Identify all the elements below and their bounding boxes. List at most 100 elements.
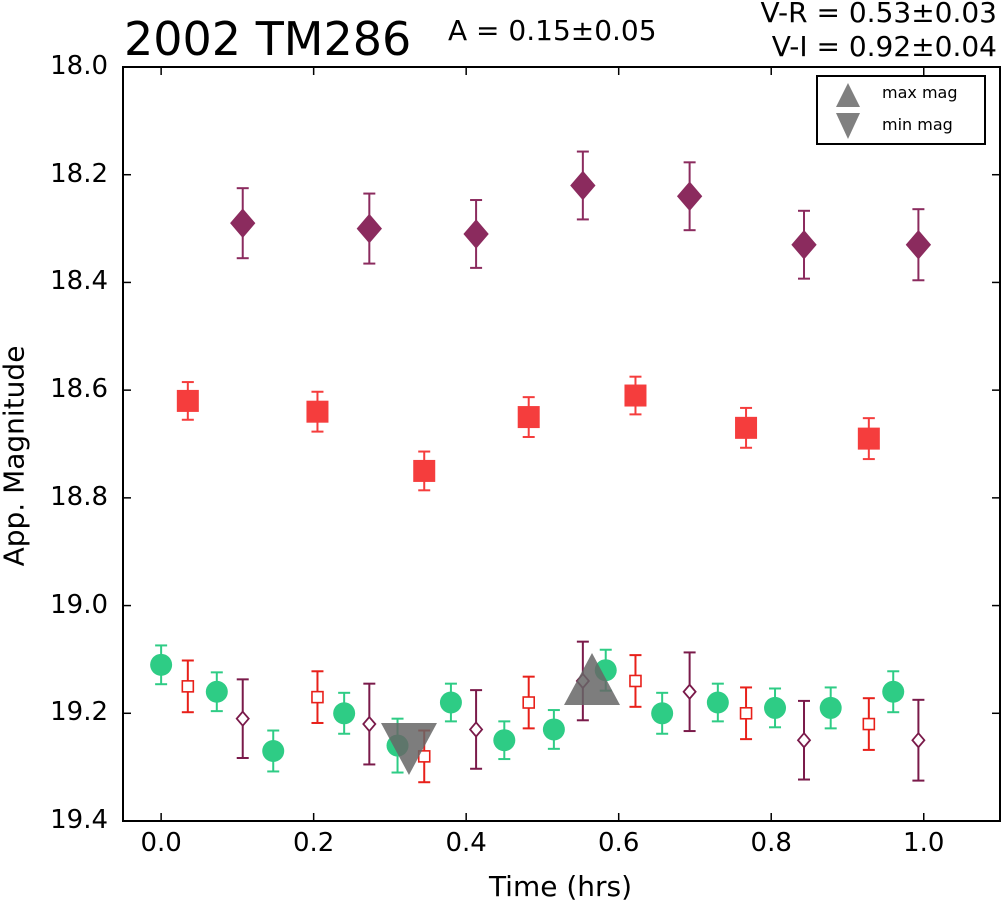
data-point xyxy=(230,187,256,260)
x-tick-label: 0.6 xyxy=(598,828,640,858)
legend-min-label: min mag xyxy=(882,115,953,134)
diamond-marker xyxy=(463,219,489,249)
axis-ticks xyxy=(123,66,1000,822)
square-marker xyxy=(624,384,647,407)
square-marker xyxy=(306,400,329,423)
color-vi-label: V-I = 0.92±0.04 xyxy=(771,30,997,63)
data-point xyxy=(735,406,758,449)
circle-marker xyxy=(333,702,356,725)
data-point xyxy=(676,161,703,232)
open-square-marker xyxy=(629,674,642,688)
open-square-marker xyxy=(739,706,753,720)
y-tick-label: 18.2 xyxy=(50,158,108,189)
y-tick-label: 18.6 xyxy=(50,374,108,405)
y-tick-label: 18.4 xyxy=(50,266,108,297)
circle-marker xyxy=(764,696,787,719)
open-square-marker xyxy=(311,690,324,704)
data-point xyxy=(262,729,285,773)
data-point xyxy=(629,654,642,708)
x-tick-label: 0.0 xyxy=(140,828,182,858)
data-point xyxy=(181,659,195,714)
data-point xyxy=(819,686,842,730)
open-diamond-marker xyxy=(235,710,250,728)
data-point xyxy=(468,689,484,770)
circle-marker xyxy=(819,696,842,719)
open-diamond-marker xyxy=(682,683,697,701)
x-tick-label: 1.0 xyxy=(903,828,945,858)
data-point xyxy=(911,698,926,782)
open-diamond-marker xyxy=(362,715,377,733)
diamond-marker xyxy=(791,229,817,260)
square-marker xyxy=(857,427,880,450)
amplitude-label: A = 0.15±0.05 xyxy=(448,14,657,47)
circle-marker xyxy=(651,702,674,725)
data-point xyxy=(682,651,697,733)
diamond-marker xyxy=(570,170,596,201)
data-point xyxy=(356,192,382,265)
legend: max mag min mag xyxy=(816,75,986,145)
color-vr-label: V-R = 0.53±0.03 xyxy=(760,0,997,29)
x-axis-label: Time (hrs) xyxy=(488,870,633,903)
data-point xyxy=(862,697,876,751)
open-diamond-marker xyxy=(468,721,484,738)
data-point xyxy=(439,682,462,723)
y-tick-label: 18.0 xyxy=(50,51,108,81)
y-tick-label: 19.4 xyxy=(50,805,108,835)
x-tick-label: 0.2 xyxy=(292,828,335,858)
data-point xyxy=(764,687,787,729)
data-marks xyxy=(150,150,932,784)
data-point xyxy=(517,396,540,438)
data-point xyxy=(311,670,324,724)
x-tick-label: 0.8 xyxy=(750,828,792,858)
data-point xyxy=(796,699,812,781)
y-tick-label: 19.0 xyxy=(50,589,108,620)
data-point xyxy=(905,208,932,282)
max-mag-triangle xyxy=(564,652,621,705)
data-point xyxy=(493,720,516,761)
data-point xyxy=(522,675,536,730)
data-point xyxy=(150,644,173,686)
data-point xyxy=(570,150,596,221)
plot-frame xyxy=(122,66,1001,822)
diamond-marker xyxy=(230,208,256,238)
data-point xyxy=(624,375,647,416)
y-tick-label: 19.2 xyxy=(50,697,108,728)
series-1 xyxy=(176,375,880,492)
data-point xyxy=(706,682,729,723)
circle-marker xyxy=(542,718,565,741)
circle-marker xyxy=(205,680,228,703)
data-point xyxy=(857,417,880,461)
legend-max-label: max mag xyxy=(882,83,958,102)
circle-marker xyxy=(493,729,516,752)
legend-symbols xyxy=(836,83,860,139)
legend-max-triangle-icon xyxy=(836,83,860,107)
diamond-marker xyxy=(676,181,703,212)
legend-min-triangle-icon xyxy=(836,113,860,139)
y-tick-label: 18.8 xyxy=(50,481,108,512)
open-square-marker xyxy=(862,717,876,731)
square-marker xyxy=(735,416,758,439)
data-point xyxy=(333,691,356,735)
data-point xyxy=(463,199,489,269)
data-point xyxy=(176,381,199,421)
data-point xyxy=(651,691,674,735)
data-point xyxy=(205,671,228,713)
series-2 xyxy=(150,644,905,774)
chart-title: 2002 TM286 xyxy=(124,12,412,66)
circle-marker xyxy=(706,691,729,714)
data-point xyxy=(882,670,905,714)
data-point xyxy=(362,682,377,766)
open-diamond-marker xyxy=(911,731,926,749)
data-point xyxy=(235,678,250,759)
square-marker xyxy=(176,389,199,412)
diamond-marker xyxy=(356,213,382,244)
square-marker xyxy=(517,406,540,429)
circle-marker xyxy=(439,691,462,714)
data-point xyxy=(306,390,329,433)
series-3 xyxy=(181,654,876,784)
circle-marker xyxy=(262,739,285,762)
data-point xyxy=(542,709,565,750)
data-point xyxy=(791,209,817,280)
circle-marker xyxy=(150,653,173,676)
